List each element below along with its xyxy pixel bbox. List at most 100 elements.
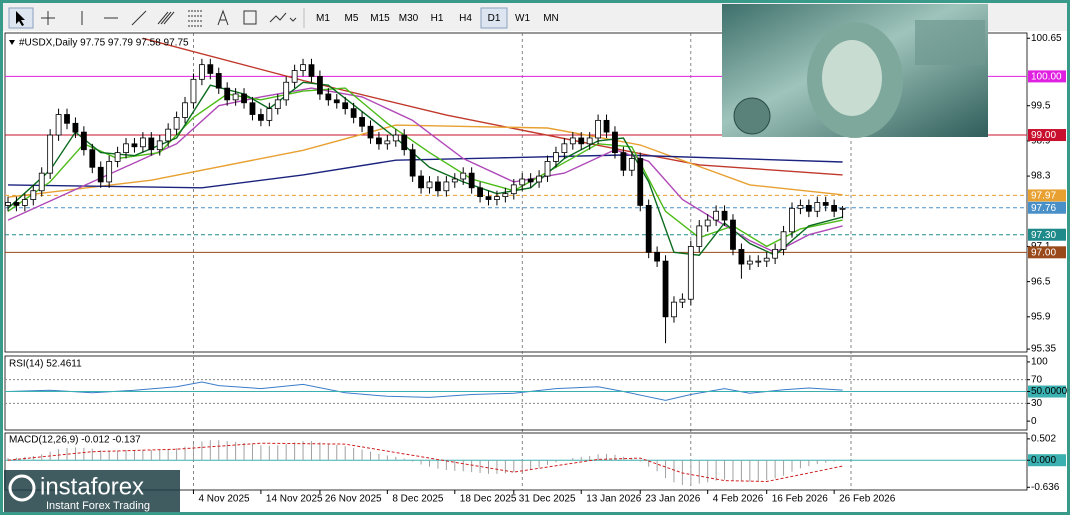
- channel-tool[interactable]: [157, 11, 175, 25]
- timeframe-label[interactable]: M15: [370, 13, 390, 24]
- y-tick-box: [1028, 385, 1066, 398]
- candle-body: [654, 251, 661, 262]
- price-level-label: 97.00: [1031, 247, 1056, 258]
- candle-body: [55, 114, 62, 136]
- y-tick-label: 95.35: [1031, 344, 1056, 355]
- candle-body: [207, 64, 214, 74]
- x-tick-label: 16 Feb 2026: [772, 494, 829, 505]
- candle-body: [544, 161, 551, 177]
- candle-body: [620, 152, 627, 171]
- panel-border: [4, 32, 1028, 353]
- price-level-label: 100.00: [1031, 72, 1062, 83]
- price-level-label: 97.97: [1031, 191, 1056, 202]
- candle-body: [367, 125, 374, 139]
- candle-body: [637, 158, 644, 206]
- logo-icon: [8, 474, 36, 502]
- moving-average: [142, 37, 843, 176]
- timeframe-label[interactable]: M30: [399, 13, 419, 24]
- candle-body: [13, 202, 20, 206]
- timeframe-label[interactable]: H4: [459, 13, 472, 24]
- candle-body: [97, 166, 104, 183]
- timeframe-label[interactable]: M5: [345, 13, 359, 24]
- y-tick-label: 100.65: [1031, 33, 1062, 44]
- plot-area: 100.6599.598.998.397.196.595.995.35100.0…: [4, 32, 1068, 505]
- timeframe-button[interactable]: [424, 8, 450, 28]
- candle-body: [30, 190, 37, 200]
- candle-body: [704, 219, 711, 227]
- timeframe-label[interactable]: W1: [515, 13, 530, 24]
- candle-body: [325, 93, 332, 101]
- candle-body: [628, 158, 635, 171]
- label-tool[interactable]: [243, 10, 257, 25]
- x-tick-label: 4 Feb 2026: [713, 494, 764, 505]
- candle-body: [376, 137, 382, 145]
- candle-body: [401, 134, 408, 151]
- x-tick-label: 13 Jan 2026: [586, 494, 641, 505]
- price-level-label: 97.30: [1031, 230, 1056, 241]
- candle-body: [687, 246, 694, 300]
- candle-body: [148, 137, 155, 151]
- candle-body: [451, 178, 458, 183]
- text-tool[interactable]: [217, 9, 229, 26]
- candle-body: [38, 172, 45, 192]
- photo: [722, 4, 988, 138]
- timeframe-button[interactable]: [480, 7, 508, 29]
- price-level-box: [1028, 129, 1066, 142]
- photo-face: [822, 40, 882, 116]
- candle-body: [224, 87, 231, 101]
- candle-body: [5, 202, 11, 206]
- candle-body: [435, 181, 441, 192]
- candle-body: [797, 205, 804, 209]
- crosshair-tool[interactable]: [41, 11, 55, 25]
- timeframe-button[interactable]: [338, 8, 365, 28]
- timeframe-label[interactable]: D1: [488, 13, 501, 24]
- timeframe-button[interactable]: [509, 8, 536, 28]
- fibonacci-tool[interactable]: [188, 10, 202, 27]
- candle-body: [359, 117, 365, 127]
- candle-body: [392, 134, 399, 142]
- shapes-tool[interactable]: [269, 12, 297, 23]
- candle-body: [814, 202, 821, 212]
- moving-average: [7, 87, 843, 248]
- timeframe-label[interactable]: MN: [543, 13, 559, 24]
- timeframe-button[interactable]: [452, 8, 479, 28]
- candle-body: [384, 140, 391, 145]
- candle-body: [553, 152, 559, 162]
- logo-tagline: Instant Forex Trading: [46, 500, 150, 512]
- timeframe-button[interactable]: [367, 8, 393, 28]
- candle-body: [114, 152, 121, 162]
- candle-body: [527, 178, 534, 183]
- candle-body: [822, 202, 829, 206]
- candle-body: [789, 207, 795, 233]
- candle-body: [426, 181, 433, 189]
- candle-body: [241, 93, 247, 104]
- candle-body: [713, 210, 720, 221]
- x-tick-label: 14 Nov 2025: [266, 494, 323, 505]
- chart-title: #USDX,Daily 97.75 97.79 97.58 97.75: [19, 38, 189, 49]
- x-tick-label: 18 Dec 2025: [460, 494, 517, 505]
- collapse-icon: [9, 40, 15, 45]
- candle-body: [139, 137, 146, 148]
- y-tick-label: 0.502: [1031, 434, 1056, 445]
- trendline-tool[interactable]: [131, 10, 147, 26]
- timeframe-button[interactable]: [538, 8, 564, 28]
- price-level-box: [1028, 70, 1066, 83]
- timeframe-button[interactable]: [310, 8, 336, 28]
- candle-body: [257, 114, 264, 121]
- y-tick-label: 0.000: [1031, 455, 1056, 466]
- candle-body: [190, 78, 197, 104]
- candle-body: [123, 143, 129, 154]
- x-tick-label: 8 Dec 2025: [392, 494, 444, 505]
- candle-body: [198, 64, 205, 80]
- candle-body: [317, 75, 323, 95]
- candle-body: [89, 149, 96, 168]
- candle-body: [502, 193, 509, 198]
- timeframe-label[interactable]: H1: [431, 13, 444, 24]
- timeframe-button[interactable]: [395, 8, 422, 28]
- timeframe-label[interactable]: M1: [316, 13, 330, 24]
- candle-body: [569, 137, 576, 145]
- logo: instaforex Instant Forex Trading: [4, 470, 180, 512]
- candle-body: [763, 257, 770, 262]
- moving-average: [7, 124, 843, 198]
